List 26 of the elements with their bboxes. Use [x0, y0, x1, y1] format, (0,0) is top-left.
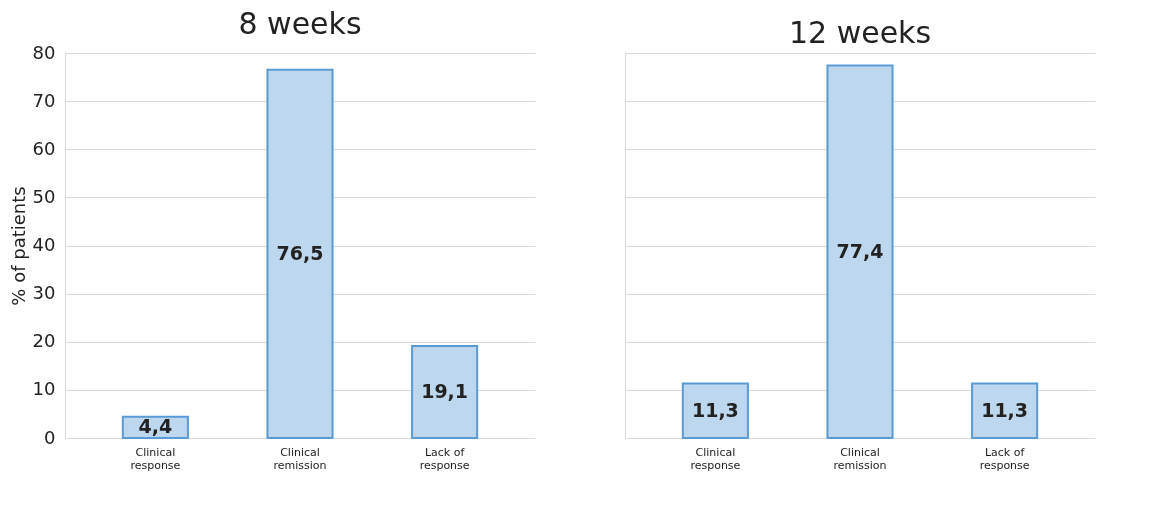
y-tick-label: 0 [44, 426, 56, 448]
chart-title: 12 weeks [788, 15, 932, 50]
y-tick-label: 80 [32, 41, 56, 63]
y-tick-label: 30 [32, 282, 56, 304]
x-tick-label: Clinical remission [273, 445, 327, 472]
data-label: 11,3 [981, 398, 1029, 421]
data-label: 76,5 [276, 241, 324, 264]
bar [411, 345, 479, 439]
data-label: 11,3 [691, 398, 739, 421]
chart-title: 8 weeks [238, 6, 362, 41]
y-tick-label: 40 [32, 234, 56, 255]
x-tick-label: Lack of response [419, 445, 470, 472]
x-tick-label: Lack of response [979, 445, 1030, 472]
bar [266, 68, 334, 439]
data-label: 4,4 [138, 415, 173, 438]
data-label: 19,1 [421, 380, 469, 403]
x-tick-label: Clinical remission [833, 445, 887, 472]
data-label: 77,4 [836, 239, 884, 262]
x-tick-label: Clinical response [690, 445, 741, 472]
y-tick-label: 60 [32, 137, 56, 159]
y-tick-label: 10 [32, 378, 56, 400]
y-axis-title: % of patients [7, 186, 29, 306]
y-tick-label: 70 [32, 89, 56, 111]
y-tick-label: 50 [32, 185, 56, 207]
y-tick-label: 20 [32, 330, 56, 352]
x-tick-label: Clinical response [130, 445, 181, 472]
